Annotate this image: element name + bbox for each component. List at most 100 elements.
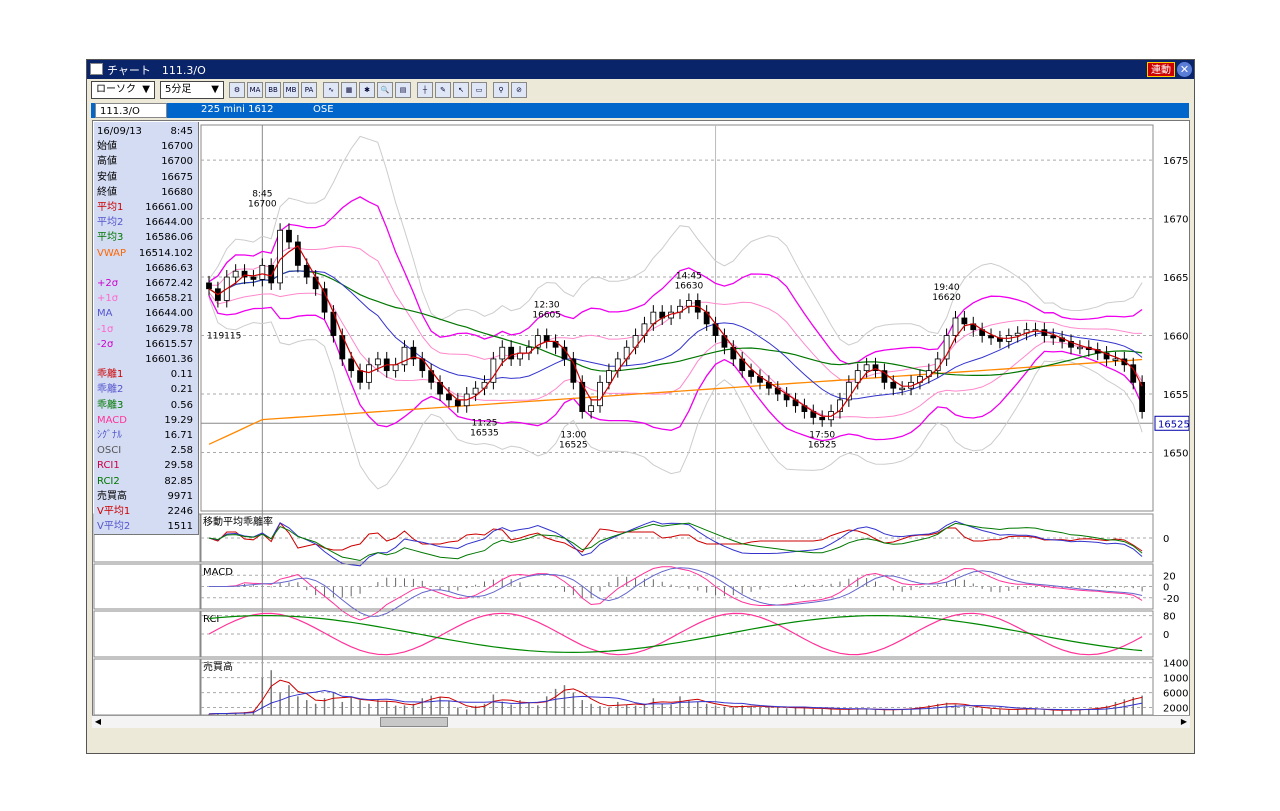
link-button[interactable]: 連動 [1147,62,1175,77]
data-panel-row: 終値 16680 [97,185,193,200]
annotation-time: 17:50 [809,430,835,440]
candle-body [454,399,461,407]
candle-body [259,264,266,280]
annotation-time: 8:45 [252,190,272,200]
candle-body [206,282,212,290]
pa-icon[interactable]: PA [301,82,317,98]
data-panel-row: 平均1 16661.00 [97,200,193,215]
data-panel-row: 16686.63 [97,261,193,276]
chart-icon[interactable]: ▦ [341,82,357,98]
annotation-time: 13:00 [560,430,586,440]
data-panel-row: OSCI 2.58 [97,443,193,458]
bb-outer-upper [208,135,1143,346]
calc-icon[interactable]: ▤ [395,82,411,98]
data-panel-row: 始値 16700 [97,139,193,154]
candle-body [1121,358,1128,366]
data-panel-value: 16686.63 [145,262,193,274]
bb-icon[interactable]: BB [265,82,281,98]
data-panel-value: 0.56 [170,399,193,411]
data-panel-value: 19.29 [164,414,193,426]
data-panel-value: 16680 [161,186,193,198]
scroll-thumb[interactable] [380,717,448,727]
price-chart[interactable]: 167501670016650166001655016500165258:451… [93,121,1189,727]
data-panel-row: RCI2 82.85 [97,474,193,489]
candle-body [499,346,506,360]
annotation-value: 16535 [470,429,499,439]
toolbar: ローソク ▼ 5分足 ▼ ⚙ MA BB MB PA ∿ ▦ ✱ 🔍 ▤ ┼ ✎ ↖ ▭ ⚲ ⊘ [87,80,1194,102]
zoom-icon[interactable]: 🔍 [377,82,393,98]
chart-type-select[interactable]: ローソク ▼ [91,81,155,99]
ma-icon[interactable]: MA [247,82,263,98]
vwap-line [208,358,1143,445]
pencil-icon[interactable]: ✎ [435,82,451,98]
candle-body [899,387,906,391]
candle-body [241,270,248,278]
indicator-tick-label: -20 [1163,594,1179,605]
data-panel-label: V平均1 [97,506,131,517]
data-panel-label: 乖離1 [97,369,124,381]
candle-body [1077,346,1083,350]
price-tick-label: 16600 [1163,332,1189,343]
deviation3-line [208,522,1143,562]
config-icon[interactable]: ⚙ [229,82,245,98]
data-panel-row: V平均2 1511 [97,519,193,534]
data-panel-label: 乖離3 [97,399,124,411]
ma2-line [208,270,1143,400]
candle-body [961,317,968,325]
data-panel-row: 乖離1 0.11 [97,367,193,382]
signal-line [209,567,1143,617]
data-panel-value: 29.58 [164,460,193,472]
data-panel-value: 16700 [161,156,193,168]
interval-select[interactable]: 5分足 ▼ [160,81,224,99]
search-icon[interactable]: ⚲ [493,82,509,98]
data-panel-label: 安値 [97,171,117,183]
data-panel-row: 16601.36 [97,352,193,367]
data-panel-value: 2.58 [170,445,193,457]
candle-body [401,346,408,366]
indicator-tick-label: 0 [1163,534,1169,545]
candle-body [410,346,417,360]
data-panel-label: MACD [97,414,127,426]
data-panel-row: 乖離2 0.21 [97,382,193,397]
rci2-line [208,615,1143,654]
data-panel-label: MA [97,308,113,320]
scroll-left-icon[interactable]: ◀ [94,717,102,726]
close-icon[interactable]: ✕ [1177,62,1192,77]
data-panel-value: 16586.06 [145,232,193,244]
price-tick-label: 16650 [1163,273,1189,284]
chart-area[interactable]: 167501670016650166001655016500165258:451… [92,120,1190,728]
price-tick-label: 16550 [1163,390,1189,401]
eraser-icon[interactable]: ▭ [471,82,487,98]
title-bar: チャート 111.3/O 連動 ✕ [87,60,1194,79]
data-panel-row: +1σ 16658.21 [97,291,193,306]
data-panel-label: 平均1 [97,202,124,213]
chart-type-value: ローソク [96,84,136,95]
symbol-info-bar: 111.3/O 225 mini 1612 OSE [91,103,1189,118]
candle-body [863,364,870,372]
pointer-icon[interactable]: ↖ [453,82,469,98]
data-panel-label: 始値 [97,141,117,153]
ma1-line [208,245,1143,417]
draw-icon[interactable]: ┼ [417,82,433,98]
indicator-tick-label: 0 [1163,583,1169,594]
price-tick-label: 16500 [1163,449,1189,460]
cross-icon[interactable]: ✱ [359,82,375,98]
scroll-right-icon[interactable]: ▶ [1180,717,1188,726]
horizontal-scrollbar[interactable]: ◀ ▶ [92,715,1190,728]
symbol-description: 225 mini 1612 [201,104,274,115]
symbol-field[interactable]: 111.3/O [95,103,167,118]
mbb-icon[interactable]: MB [283,82,299,98]
data-panel-label: -2σ [97,338,114,350]
line-icon[interactable]: ∿ [323,82,339,98]
volume-ma1-line [208,679,1143,715]
candle-body [490,358,497,383]
candle-body [748,370,754,377]
candle-body [374,358,381,366]
candle-body [872,364,879,372]
candle-body [250,276,257,280]
data-panel-row: RCI1 29.58 [97,458,193,473]
clear-icon[interactable]: ⊘ [511,82,527,98]
candle-body [1112,358,1119,361]
data-panel-row: MACD 19.29 [97,413,193,428]
candle-body [286,229,292,243]
